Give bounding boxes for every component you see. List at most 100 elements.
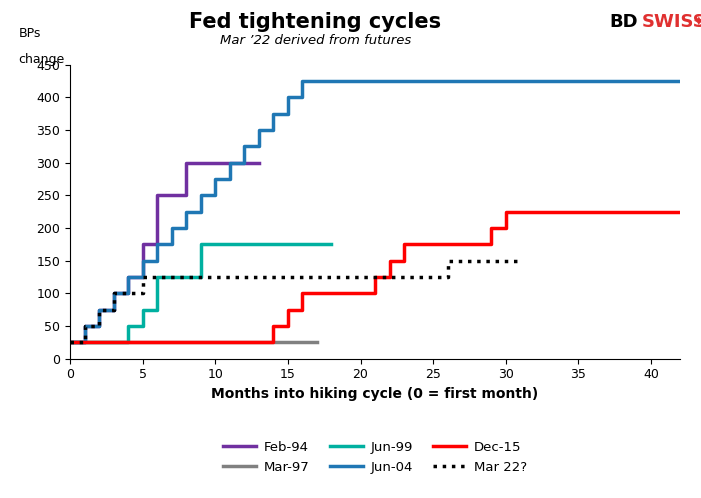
Dec-15	[545, 209, 554, 215]
Mar 22?	[327, 274, 336, 280]
Dec-15	[196, 339, 205, 345]
Feb-94	[81, 323, 89, 329]
Dec-15	[429, 242, 437, 248]
Mar 22?	[168, 274, 176, 280]
Mar 22?	[516, 257, 524, 263]
Jun-99	[269, 242, 278, 248]
Mar 22?	[386, 274, 394, 280]
Feb-94	[139, 242, 147, 248]
Jun-04	[95, 307, 103, 313]
Mar 22?	[472, 257, 481, 263]
Dec-15	[444, 242, 452, 248]
Jun-04	[211, 176, 219, 182]
Dec-15	[371, 274, 379, 280]
Dec-15	[95, 339, 103, 345]
Jun-04	[168, 225, 176, 231]
Text: BPs: BPs	[18, 26, 41, 39]
Mar 22?	[269, 274, 278, 280]
Dec-15	[414, 242, 423, 248]
Jun-04	[342, 78, 350, 84]
Jun-04	[254, 127, 263, 133]
Text: Mar ’22 derived from futures: Mar ’22 derived from futures	[220, 34, 411, 47]
Dec-15	[516, 209, 524, 215]
Jun-99	[182, 274, 191, 280]
Feb-94	[95, 307, 103, 313]
Dec-15	[226, 339, 234, 345]
Dec-15	[458, 242, 466, 248]
Jun-04	[313, 78, 321, 84]
Jun-04	[269, 111, 278, 117]
Feb-94	[124, 274, 132, 280]
Dec-15	[676, 209, 684, 215]
Mar 22?	[429, 274, 437, 280]
Jun-99	[66, 339, 74, 345]
Jun-04	[371, 78, 379, 84]
Feb-94	[109, 290, 118, 296]
Jun-99	[298, 242, 306, 248]
X-axis label: Months into hiking cycle (0 = first month): Months into hiking cycle (0 = first mont…	[212, 387, 538, 401]
Mar 22?	[501, 257, 510, 263]
Jun-99	[124, 323, 132, 329]
Mar 22?	[458, 257, 466, 263]
Feb-94	[211, 160, 219, 166]
Dec-15	[632, 209, 641, 215]
Dec-15	[254, 339, 263, 345]
Dec-15	[501, 209, 510, 215]
Line: Jun-04: Jun-04	[70, 81, 680, 342]
Dec-15	[168, 339, 176, 345]
Jun-04	[139, 257, 147, 263]
Mar 22?	[284, 274, 292, 280]
Feb-94	[168, 192, 176, 198]
Dec-15	[327, 290, 336, 296]
Feb-94	[254, 160, 263, 166]
Jun-04	[66, 339, 74, 345]
Jun-99	[109, 339, 118, 345]
Line: Mar 22?: Mar 22?	[70, 260, 520, 342]
Jun-04	[676, 78, 684, 84]
Jun-04	[356, 78, 365, 84]
Jun-04	[284, 95, 292, 101]
Jun-04	[153, 242, 161, 248]
Mar 22?	[109, 290, 118, 296]
Dec-15	[386, 257, 394, 263]
Feb-94	[182, 160, 191, 166]
Jun-99	[81, 339, 89, 345]
Dec-15	[531, 209, 539, 215]
Mar-97	[66, 339, 74, 345]
Mar 22?	[66, 339, 74, 345]
Mar 22?	[342, 274, 350, 280]
Text: Fed tightening cycles: Fed tightening cycles	[189, 12, 442, 32]
Jun-99	[284, 242, 292, 248]
Dec-15	[66, 339, 74, 345]
Jun-04	[109, 290, 118, 296]
Jun-04	[327, 78, 336, 84]
Jun-99	[327, 242, 336, 248]
Mar 22?	[298, 274, 306, 280]
Mar 22?	[313, 274, 321, 280]
Jun-99	[168, 274, 176, 280]
Dec-15	[618, 209, 626, 215]
Line: Jun-99: Jun-99	[70, 245, 332, 342]
Dec-15	[647, 209, 655, 215]
Jun-99	[196, 242, 205, 248]
Dec-15	[603, 209, 611, 215]
Dec-15	[559, 209, 568, 215]
Jun-99	[240, 242, 249, 248]
Jun-04	[386, 78, 394, 84]
Dec-15	[356, 290, 365, 296]
Dec-15	[400, 242, 408, 248]
Line: Feb-94: Feb-94	[70, 163, 259, 342]
Dec-15	[269, 323, 278, 329]
Dec-15	[109, 339, 118, 345]
Dec-15	[81, 339, 89, 345]
Mar 22?	[400, 274, 408, 280]
Dec-15	[139, 339, 147, 345]
Mar 22?	[240, 274, 249, 280]
Mar 22?	[153, 274, 161, 280]
Jun-99	[95, 339, 103, 345]
Mar 22?	[211, 274, 219, 280]
Feb-94	[153, 192, 161, 198]
Feb-94	[226, 160, 234, 166]
Dec-15	[240, 339, 249, 345]
Jun-99	[313, 242, 321, 248]
